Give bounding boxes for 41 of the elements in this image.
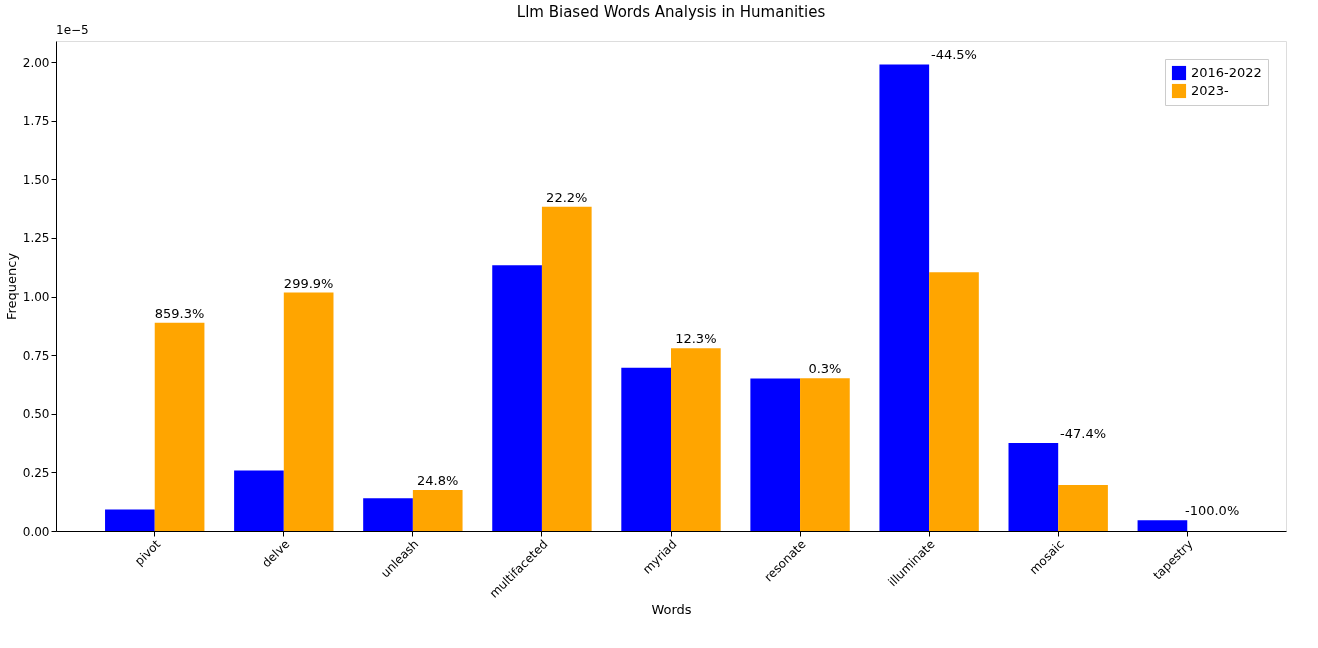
- y-tick-label: 0.75: [22, 348, 50, 363]
- y-tick-label: 0.25: [22, 465, 50, 480]
- x-axis-title: Words: [651, 601, 692, 617]
- bar: [363, 498, 413, 531]
- annotation: 12.3%: [675, 331, 717, 347]
- bar: [105, 509, 155, 531]
- annotation: -44.5%: [930, 47, 977, 63]
- y-tick-label: 1.50: [22, 172, 50, 187]
- bar: [541, 206, 592, 531]
- y-tick-label: 1.25: [22, 231, 50, 246]
- y-tick-label: 2.00: [22, 55, 50, 70]
- bar: [929, 272, 979, 531]
- annotation: -47.4%: [1060, 426, 1107, 442]
- y-axis-title: Frequency: [3, 252, 19, 321]
- bar: [750, 378, 801, 531]
- legend-label: 2023-: [1191, 83, 1230, 98]
- bar: [1008, 443, 1059, 531]
- annotation: -100.0%: [1184, 503, 1240, 519]
- annotation: 24.8%: [417, 472, 459, 488]
- bar: [492, 265, 542, 531]
- chart-title: Llm Biased Words Analysis in Humanities: [516, 3, 826, 21]
- text: 1e−5: [56, 23, 89, 37]
- bar: [1058, 485, 1108, 531]
- bar: [671, 348, 721, 531]
- bar: [412, 489, 463, 531]
- y-tick-label: 1.75: [22, 114, 50, 129]
- bar: [621, 367, 671, 531]
- annotation: 0.3%: [808, 361, 842, 377]
- bar: [283, 292, 334, 531]
- bar: [800, 378, 850, 531]
- annotation: 22.2%: [546, 189, 588, 205]
- bar: [879, 64, 930, 531]
- bar: [234, 470, 284, 531]
- bar: [154, 322, 205, 531]
- annotation: 299.9%: [283, 275, 334, 291]
- y-tick-label: 0.00: [22, 524, 50, 539]
- legend-label: 2016-2022: [1191, 65, 1262, 80]
- y-tick-label: 0.50: [22, 407, 50, 422]
- annotation: 859.3%: [154, 305, 205, 321]
- y-tick-label: 1.00: [22, 290, 50, 305]
- bar: [1137, 520, 1188, 531]
